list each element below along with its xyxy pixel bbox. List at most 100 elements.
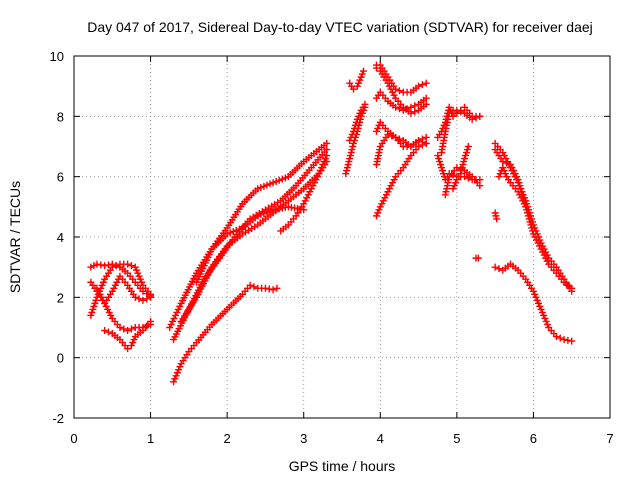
data-points	[87, 61, 576, 386]
data-point	[476, 182, 484, 190]
data-point	[124, 260, 132, 268]
data-point	[552, 333, 560, 341]
data-point	[422, 100, 430, 108]
data-point	[323, 139, 331, 147]
y-tick-label: 10	[50, 49, 64, 64]
data-point	[278, 175, 286, 183]
data-point	[147, 317, 155, 325]
data-point	[464, 174, 472, 182]
data-point	[131, 293, 139, 301]
x-axis-label: GPS time / hours	[289, 458, 396, 474]
data-point	[395, 87, 403, 95]
data-point	[124, 345, 132, 353]
data-point	[281, 174, 289, 182]
x-tick-label: 0	[70, 431, 77, 446]
data-point	[418, 135, 426, 143]
data-point	[223, 230, 231, 238]
data-point	[250, 283, 258, 291]
data-point	[93, 260, 101, 268]
data-point	[476, 112, 484, 120]
data-point	[127, 325, 135, 333]
x-tick-label: 3	[300, 431, 307, 446]
data-point	[411, 108, 419, 116]
data-point	[124, 327, 132, 335]
data-point	[139, 287, 147, 295]
data-point	[232, 226, 240, 234]
data-point	[453, 106, 461, 114]
data-point	[422, 79, 430, 87]
data-point	[263, 208, 271, 216]
data-point	[323, 158, 331, 166]
data-point	[560, 336, 568, 344]
data-point	[104, 261, 112, 269]
y-tick-label: 8	[57, 109, 64, 124]
data-point	[235, 225, 243, 233]
data-point	[503, 159, 511, 167]
y-tick-labels: -2 0 2 4 6 8 10	[50, 49, 64, 426]
data-point	[261, 284, 269, 292]
data-point	[457, 108, 465, 116]
data-point	[265, 285, 273, 293]
data-point	[495, 265, 503, 273]
y-tick-label: 6	[57, 170, 64, 185]
data-point	[323, 152, 331, 160]
x-tick-labels: 0 1 2 3 4 5 6 7	[70, 431, 613, 446]
data-point	[139, 296, 147, 304]
data-point	[474, 254, 482, 262]
data-point	[349, 85, 357, 93]
data-point	[127, 262, 135, 270]
axis-ticks	[73, 55, 611, 419]
data-point	[257, 211, 265, 219]
data-point	[359, 67, 367, 75]
data-point	[392, 133, 400, 141]
data-point	[254, 212, 262, 220]
data-point	[254, 185, 262, 193]
data-point	[272, 177, 280, 185]
x-tick-label: 1	[147, 431, 154, 446]
grid	[74, 56, 610, 418]
data-point	[415, 143, 423, 150]
data-point	[97, 261, 105, 269]
data-point	[323, 146, 331, 154]
data-point	[449, 171, 457, 179]
data-point	[499, 158, 507, 166]
data-point	[418, 81, 426, 89]
data-point	[556, 334, 564, 342]
y-tick-label: 0	[57, 351, 64, 366]
data-point	[266, 180, 274, 188]
data-point	[266, 207, 274, 215]
data-point	[472, 114, 480, 122]
data-point	[101, 327, 109, 335]
data-point	[87, 263, 95, 271]
data-point	[101, 262, 109, 270]
data-point	[564, 336, 572, 344]
data-point	[108, 260, 116, 268]
x-tick-label: 7	[606, 431, 613, 446]
data-point	[422, 133, 430, 141]
data-point	[415, 82, 423, 90]
data-point	[273, 284, 281, 292]
y-tick-label: 4	[57, 230, 64, 245]
y-tick-label: 2	[57, 290, 64, 305]
y-axis-label: SDTVAR / TECUs	[7, 181, 23, 293]
data-point	[269, 286, 277, 294]
data-point	[260, 182, 268, 190]
data-point	[112, 262, 120, 270]
chart-title: Day 047 of 2017, Sidereal Day-to-day VTE…	[87, 19, 593, 35]
data-point	[104, 328, 112, 336]
data-point	[468, 115, 476, 123]
data-point	[407, 109, 415, 117]
data-point	[246, 281, 254, 289]
data-point	[422, 139, 430, 147]
x-tick-label: 4	[377, 431, 384, 446]
data-point	[229, 228, 237, 236]
data-point	[395, 135, 403, 143]
data-point	[411, 102, 419, 110]
data-point	[226, 229, 234, 237]
data-point	[395, 105, 403, 113]
data-point	[257, 184, 265, 192]
x-tick-label: 2	[224, 431, 231, 446]
data-point	[143, 295, 151, 303]
data-point	[147, 293, 155, 301]
